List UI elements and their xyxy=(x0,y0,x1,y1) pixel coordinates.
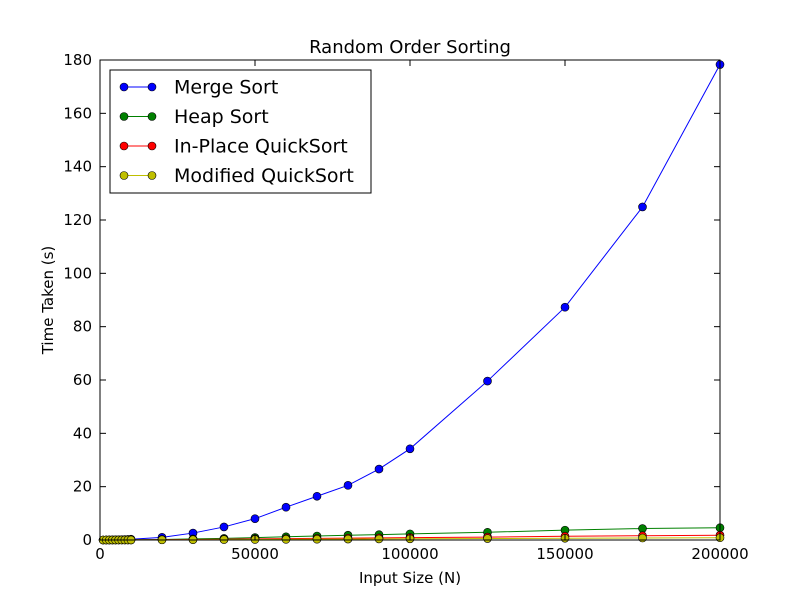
legend-marker xyxy=(147,112,157,121)
data-point xyxy=(374,464,384,474)
y-axis-label: Time Taken (s) xyxy=(39,246,57,356)
data-point xyxy=(638,202,647,212)
legend-marker xyxy=(119,141,129,151)
data-point xyxy=(638,533,647,543)
data-point xyxy=(638,524,647,533)
chart-title: Random Order Sorting xyxy=(309,37,511,58)
x-axis-label: Input Size (N) xyxy=(359,569,461,587)
y-tick-label: 160 xyxy=(63,104,92,122)
y-tick-label: 0 xyxy=(82,531,92,549)
legend-marker xyxy=(119,171,129,180)
data-point xyxy=(343,534,353,544)
x-tick-label: 150000 xyxy=(536,545,593,563)
data-point xyxy=(374,534,384,544)
data-point xyxy=(560,302,570,312)
data-point xyxy=(312,534,322,544)
legend-marker xyxy=(147,82,157,92)
legend-marker xyxy=(119,82,129,92)
legend-marker xyxy=(119,112,129,121)
data-point xyxy=(343,481,353,490)
legend: Merge Sort Heap Sort In-Place QuickSort Mod… xyxy=(109,69,372,194)
data-point xyxy=(483,376,492,386)
ticks-layer: 0 50000 100000 150000 200000 0 20 40 60 80 100 120 1… xyxy=(63,51,748,563)
data-point xyxy=(405,444,415,454)
data-point xyxy=(281,502,291,512)
x-tick-label: 50000 xyxy=(231,545,279,563)
x-tick-label: 0 xyxy=(95,545,105,563)
y-tick-label: 40 xyxy=(73,424,92,442)
plot-frame xyxy=(99,59,721,541)
legend-label: In-Place QuickSort xyxy=(174,136,348,158)
data-point xyxy=(219,522,229,532)
y-tick-label: 20 xyxy=(73,478,92,496)
legend-label: Merge Sort xyxy=(174,77,278,99)
y-tick-label: 120 xyxy=(63,211,92,229)
data-point xyxy=(250,514,260,523)
data-point xyxy=(281,535,291,544)
y-tick-label: 60 xyxy=(73,371,92,389)
x-tick-label: 200000 xyxy=(691,545,748,563)
legend-marker xyxy=(147,171,157,180)
legend-label: Heap Sort xyxy=(174,106,269,128)
legend-marker xyxy=(147,141,157,151)
data-point xyxy=(312,491,322,501)
x-tick-label: 100000 xyxy=(381,545,438,563)
y-tick-label: 140 xyxy=(63,158,92,176)
data-point xyxy=(483,534,492,543)
y-tick-label: 180 xyxy=(63,51,92,69)
legend-label: Modified QuickSort xyxy=(174,165,354,187)
y-tick-label: 100 xyxy=(63,264,92,282)
y-tick-label: 80 xyxy=(73,318,92,336)
